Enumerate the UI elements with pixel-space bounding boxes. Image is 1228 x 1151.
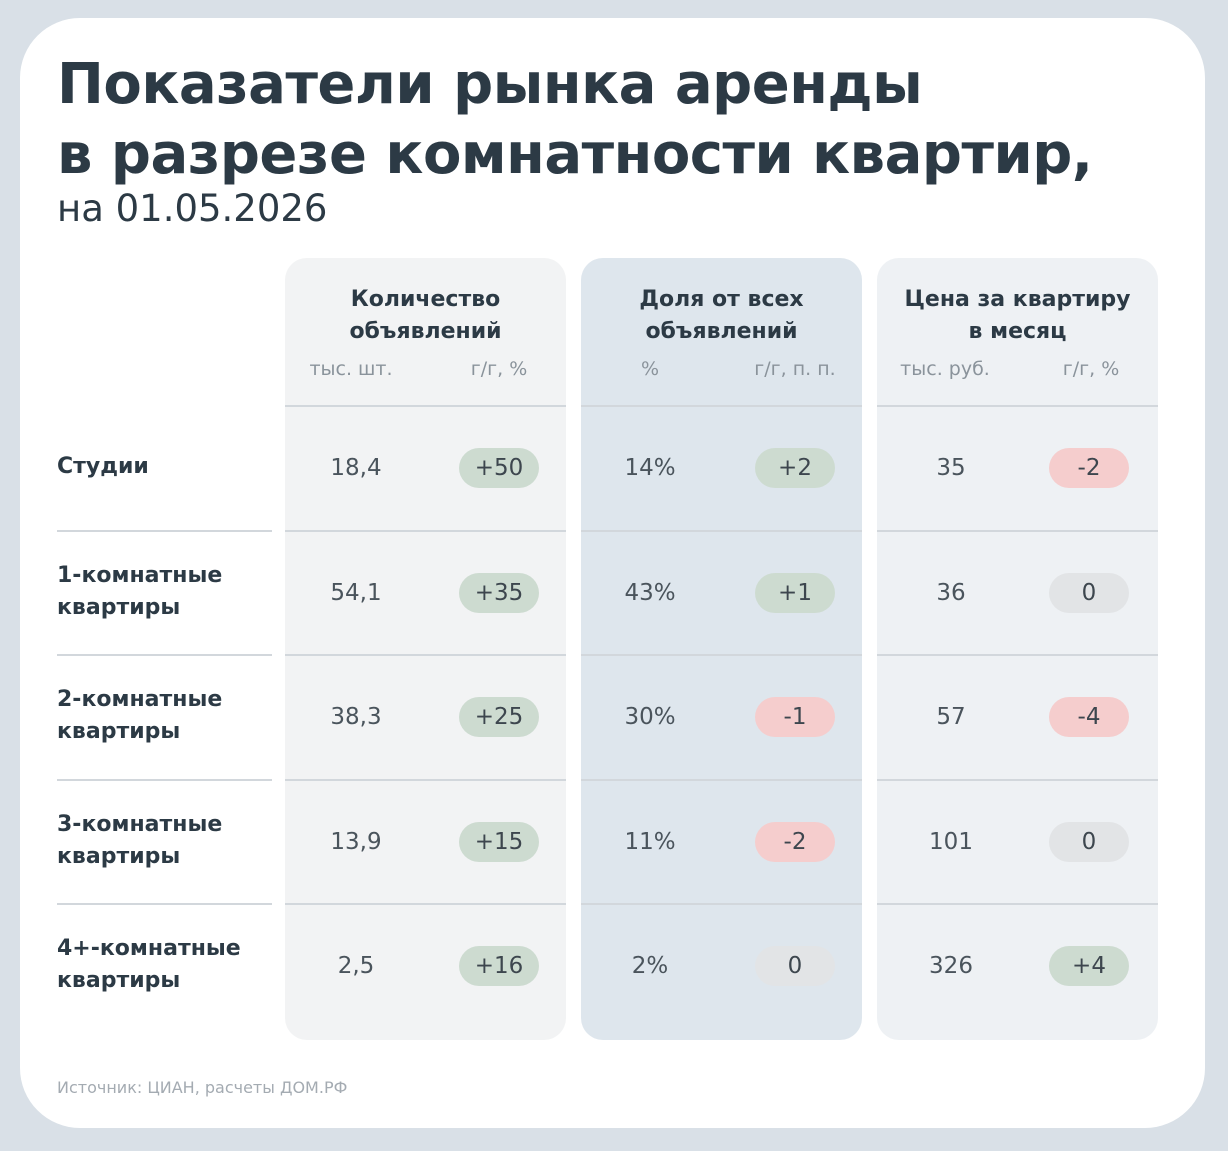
change-badge: -2 — [1049, 448, 1129, 489]
column-change-unit: г/г, п. п. — [754, 358, 836, 380]
cell-value: 11% — [624, 828, 676, 855]
cell-value: 2% — [631, 953, 669, 979]
row-label: 1-комнатные квартиры — [57, 560, 222, 624]
column-header-line: в месяц — [968, 319, 1067, 344]
row-divider — [285, 654, 566, 656]
row-label: 2-комнатные квартиры — [57, 684, 222, 748]
column-background — [581, 258, 862, 1040]
row-divider — [57, 903, 272, 905]
cell-value: 326 — [929, 953, 973, 979]
row-divider — [877, 903, 1158, 905]
column-value-unit: тыс. шт. — [309, 358, 393, 380]
cell-value: 43% — [624, 579, 676, 606]
source-note: Источник: ЦИАН, расчеты ДОМ.РФ — [57, 1078, 348, 1097]
row-divider — [877, 778, 1158, 781]
row-divider — [877, 654, 1158, 656]
row-label-line: Студии — [57, 454, 149, 480]
column-header-line: объявлений — [349, 319, 502, 344]
column-header-line: Количество — [350, 287, 501, 312]
change-badge: +16 — [459, 946, 539, 986]
header-divider — [877, 405, 1158, 407]
page-subtitle: на 01.05.2026 — [57, 187, 328, 230]
row-divider — [581, 903, 862, 905]
change-badge: 0 — [1049, 572, 1129, 613]
row-divider — [581, 654, 862, 656]
column-header-title: Цена за квартиру в месяц — [877, 284, 1158, 348]
cell-value: 54,1 — [330, 579, 382, 606]
column-background — [285, 258, 566, 1040]
column-value-unit: тыс. руб. — [900, 358, 990, 380]
row-label-line: 1-комнатные — [57, 562, 223, 588]
column-header-title: Доля от всех объявлений — [581, 284, 862, 348]
change-badge: -1 — [755, 697, 835, 738]
row-label: Студии — [57, 451, 149, 483]
change-badge: +1 — [755, 572, 835, 613]
cell-value: 57 — [936, 704, 966, 731]
header-divider — [285, 405, 566, 407]
header-divider — [581, 405, 862, 407]
change-badge: 0 — [1049, 821, 1129, 862]
title-line-2: в разрезе комнатности квартир, — [57, 122, 1093, 187]
page-title: Показатели рынка аренды в разрезе комнат… — [57, 50, 1157, 190]
cell-value: 36 — [936, 579, 966, 606]
row-label-line: квартиры — [57, 843, 181, 869]
change-badge: 0 — [755, 946, 835, 986]
column-header-line: Цена за квартиру — [904, 287, 1131, 312]
cell-value: 35 — [936, 455, 966, 482]
column-change-unit: г/г, % — [470, 358, 528, 380]
row-divider — [285, 778, 566, 781]
row-divider — [57, 529, 272, 532]
change-badge: +15 — [459, 821, 539, 862]
row-label-line: квартиры — [57, 719, 181, 745]
row-label-line: 3-комнатные — [57, 811, 223, 837]
row-divider — [581, 778, 862, 781]
cell-value: 18,4 — [330, 455, 382, 482]
column-header: Количество объявлений тыс. шт. г/г, % — [285, 258, 566, 406]
change-badge: -4 — [1049, 697, 1129, 738]
change-badge: +25 — [459, 697, 539, 738]
row-divider — [57, 778, 272, 781]
column-change-unit: г/г, % — [1062, 358, 1120, 380]
row-divider — [581, 529, 862, 532]
change-badge: +2 — [755, 448, 835, 489]
row-divider — [57, 654, 272, 656]
row-divider — [285, 903, 566, 905]
change-badge: -2 — [755, 821, 835, 862]
column-header: Цена за квартиру в месяц тыс. руб. г/г, % — [877, 258, 1158, 406]
cell-value: 14% — [624, 455, 676, 482]
column-header-line: Доля от всех — [639, 287, 804, 312]
column-header: Доля от всех объявлений% г/г, п. п. — [581, 258, 862, 406]
row-label: 4+-комнатные квартиры — [57, 933, 241, 997]
row-label-line: квартиры — [57, 594, 181, 620]
row-divider — [877, 529, 1158, 532]
row-label-line: 2-комнатные — [57, 687, 223, 713]
cell-value: 101 — [929, 828, 973, 855]
row-divider — [285, 529, 566, 532]
cell-value: 13,9 — [330, 828, 382, 855]
row-label-line: квартиры — [57, 968, 181, 993]
change-badge: +50 — [459, 448, 539, 489]
row-label-line: 4+-комнатные — [57, 936, 241, 961]
row-label: 3-комнатные квартиры — [57, 809, 222, 873]
cell-value: 2,5 — [337, 953, 375, 979]
column-header-line: объявлений — [645, 319, 798, 344]
cell-value: 38,3 — [330, 704, 382, 731]
change-badge: +4 — [1049, 946, 1129, 986]
change-badge: +35 — [459, 572, 539, 613]
column-header-title: Количество объявлений — [285, 284, 566, 348]
column-value-unit: % — [640, 358, 660, 380]
cell-value: 30% — [624, 704, 676, 731]
column-background — [877, 258, 1158, 1040]
title-line-1: Показатели рынка аренды — [57, 52, 923, 117]
